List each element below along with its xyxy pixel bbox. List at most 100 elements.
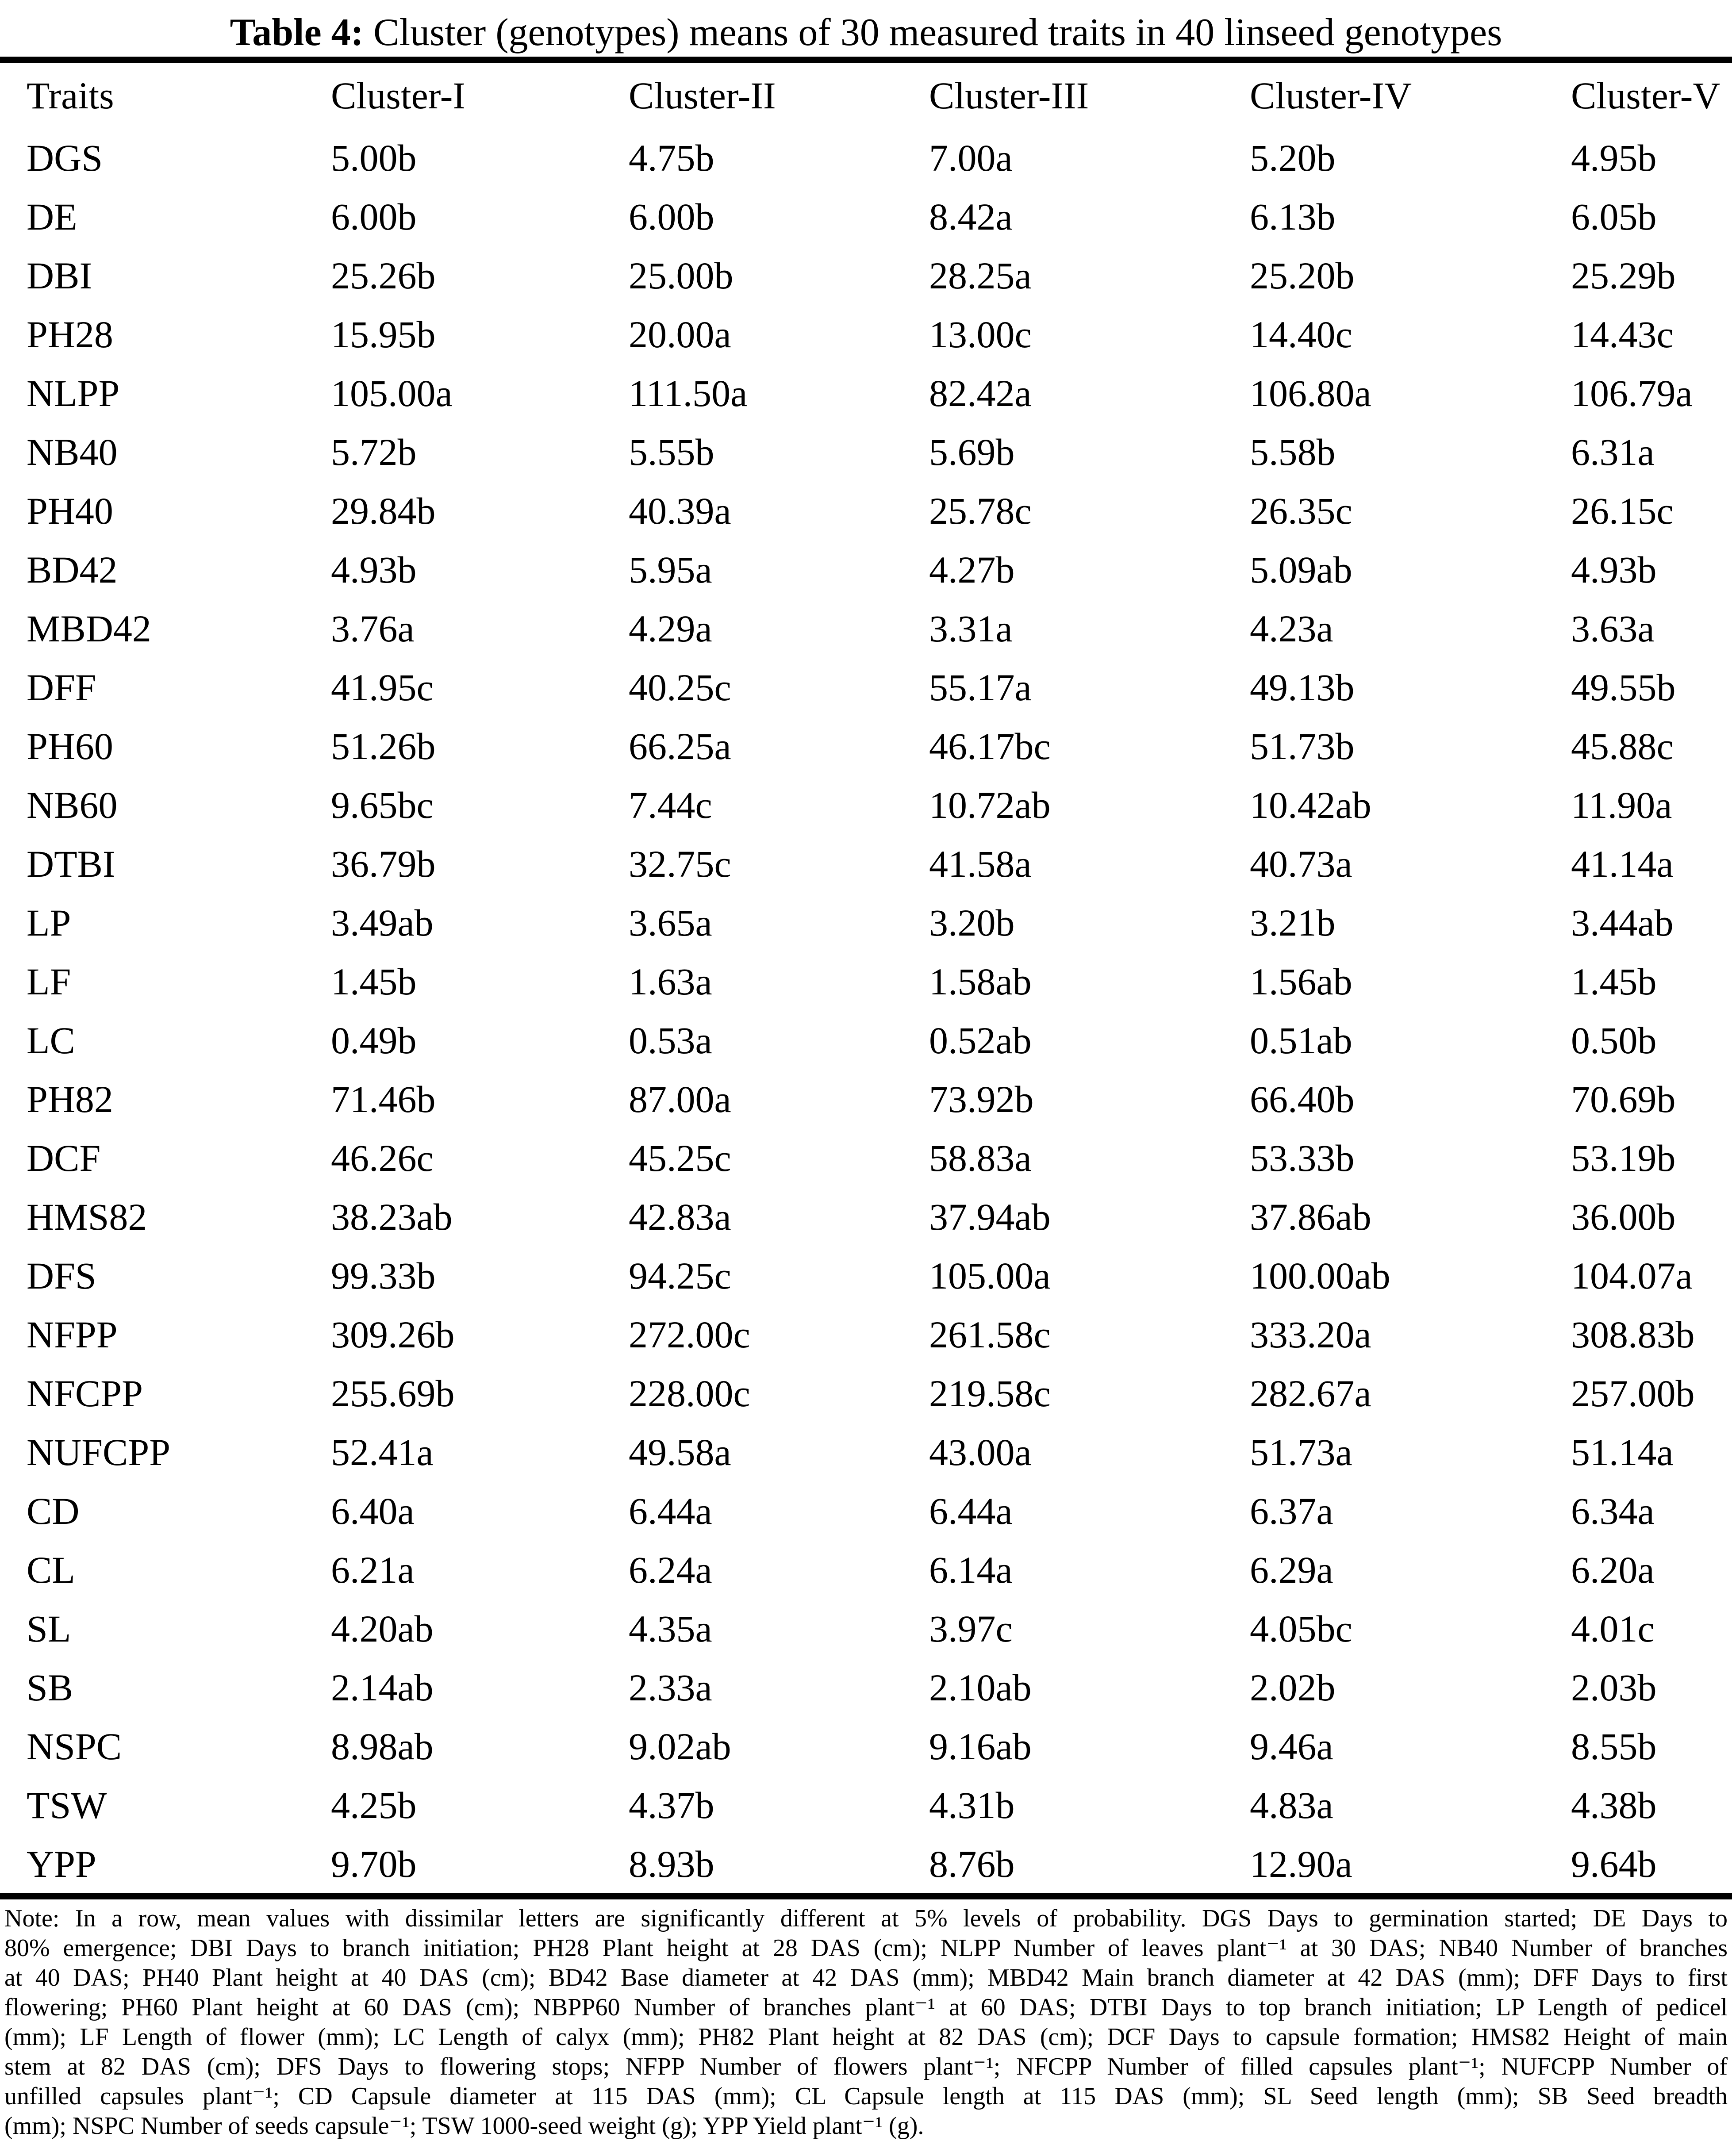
value-cell: 219.58c [929,1372,1051,1415]
value-cell: 41.14a [1571,842,1674,885]
value-cell: 25.20b [1250,254,1355,297]
table-row: YPP 9.70b 8.93b 8.76b 12.90a 9.64b [0,1834,1732,1893]
column-header-cluster-3: Cluster-III [929,74,1089,117]
value-cell: 4.95b [1571,136,1657,179]
value-cell: 106.80a [1250,372,1371,414]
value-cell: 45.25c [629,1136,731,1179]
value-cell: 8.93b [629,1842,714,1885]
table-row: CL 6.21a 6.24a 6.14a 6.29a 6.20a [0,1540,1732,1599]
value-cell: 52.41a [331,1431,434,1473]
value-cell: 5.55b [629,430,714,473]
value-cell: 1.45b [1571,960,1657,1003]
note-line: at 40 DAS; PH40 Plant height at 40 DAS (… [4,1964,1728,1991]
value-cell: 51.26b [331,725,436,767]
trait-cell: TSW [27,1784,107,1826]
trait-cell: CL [27,1548,75,1591]
table-row: NB60 9.65bc 7.44c 10.72ab 10.42ab 11.90a [0,775,1732,834]
value-cell: 4.20ab [331,1607,434,1650]
value-cell: 4.35a [629,1607,712,1650]
value-cell: 309.26b [331,1313,455,1356]
value-cell: 1.63a [629,960,712,1003]
trait-cell: LF [27,960,71,1003]
value-cell: 13.00c [929,313,1032,356]
value-cell: 43.00a [929,1431,1032,1473]
column-header-cluster-2: Cluster-II [629,74,776,117]
value-cell: 6.31a [1571,430,1655,473]
value-cell: 6.14a [929,1548,1013,1591]
value-cell: 8.42a [929,195,1013,238]
value-cell: 1.45b [331,960,417,1003]
value-cell: 100.00ab [1250,1254,1390,1297]
trait-cell: DGS [27,136,103,179]
value-cell: 5.72b [331,430,417,473]
value-cell: 6.13b [1250,195,1336,238]
value-cell: 4.83a [1250,1784,1333,1826]
table-row: LF 1.45b 1.63a 1.58ab 1.56ab 1.45b [0,952,1732,1011]
table-row: DE 6.00b 6.00b 8.42a 6.13b 6.05b [0,187,1732,246]
value-cell: 37.86ab [1250,1195,1371,1238]
value-cell: 26.15c [1571,489,1674,532]
value-cell: 26.35c [1250,489,1352,532]
value-cell: 4.93b [1571,548,1657,591]
value-cell: 2.14ab [331,1666,434,1709]
value-cell: 15.95b [331,313,436,356]
table-body: DGS 5.00b 4.75b 7.00a 5.20b 4.95b DE 6.0… [0,128,1732,1893]
value-cell: 25.00b [629,254,734,297]
value-cell: 106.79a [1571,372,1693,414]
value-cell: 4.05bc [1250,1607,1352,1650]
value-cell: 0.52ab [929,1019,1032,1062]
column-header-cluster-5: Cluster-V [1571,74,1720,117]
value-cell: 10.72ab [929,783,1051,826]
value-cell: 25.26b [331,254,436,297]
value-cell: 255.69b [331,1372,455,1415]
value-cell: 28.25a [929,254,1032,297]
value-cell: 6.21a [331,1548,415,1591]
trait-cell: DFS [27,1254,96,1297]
header-row: Traits Cluster-I Cluster-II Cluster-III … [0,63,1732,128]
table-row: NB40 5.72b 5.55b 5.69b 5.58b 6.31a [0,422,1732,481]
value-cell: 104.07a [1571,1254,1693,1297]
value-cell: 5.09ab [1250,548,1352,591]
value-cell: 51.73b [1250,725,1355,767]
value-cell: 228.00c [629,1372,750,1415]
value-cell: 282.67a [1250,1372,1371,1415]
table-row: DTBI 36.79b 32.75c 41.58a 40.73a 41.14a [0,834,1732,893]
value-cell: 94.25c [629,1254,731,1297]
value-cell: 9.70b [331,1842,417,1885]
value-cell: 32.75c [629,842,731,885]
trait-cell: NB40 [27,430,118,473]
table-row: PH82 71.46b 87.00a 73.92b 66.40b 70.69b [0,1070,1732,1128]
note-line: unfilled capsules plant⁻¹; CD Capsule di… [4,2083,1728,2110]
note-line: (mm); LF Length of flower (mm); LC Lengt… [4,2023,1728,2051]
value-cell: 41.95c [331,666,434,709]
note-line: flowering; PH60 Plant height at 60 DAS (… [4,1994,1728,2021]
table-row: PH28 15.95b 20.00a 13.00c 14.40c 14.43c [0,305,1732,364]
trait-cell: LP [27,901,71,944]
value-cell: 6.20a [1571,1548,1655,1591]
value-cell: 4.31b [929,1784,1015,1826]
value-cell: 0.53a [629,1019,712,1062]
value-cell: 41.58a [929,842,1032,885]
value-cell: 51.14a [1571,1431,1674,1473]
value-cell: 6.24a [629,1548,712,1591]
value-cell: 4.23a [1250,607,1333,650]
value-cell: 25.29b [1571,254,1676,297]
value-cell: 71.46b [331,1078,436,1120]
value-cell: 10.42ab [1250,783,1371,826]
trait-cell: LC [27,1019,75,1062]
value-cell: 20.00a [629,313,731,356]
value-cell: 3.76a [331,607,415,650]
value-cell: 73.92b [929,1078,1034,1120]
trait-cell: DTBI [27,842,115,885]
value-cell: 4.93b [331,548,417,591]
value-cell: 8.98ab [331,1725,434,1768]
table-title: Table 4: Cluster (genotypes) means of 30… [0,0,1732,57]
value-cell: 9.64b [1571,1842,1657,1885]
note-line: 80% emergence; DBI Days to branch initia… [4,1934,1728,1962]
value-cell: 3.21b [1250,901,1336,944]
value-cell: 5.95a [629,548,712,591]
trait-cell: SL [27,1607,71,1650]
value-cell: 4.37b [629,1784,714,1826]
trait-cell: NSPC [27,1725,122,1768]
